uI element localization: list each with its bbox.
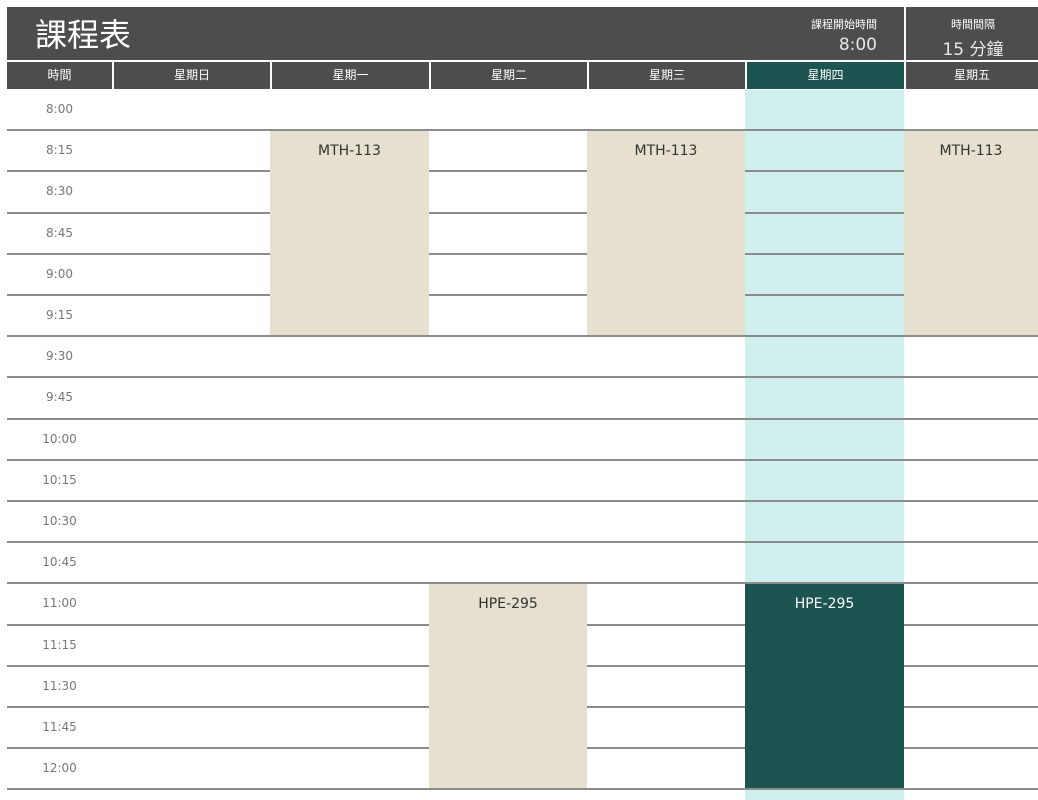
column-header-day: 星期三: [587, 62, 745, 89]
class-event[interactable]: HPE-295: [429, 584, 587, 788]
time-label: 11:15: [42, 638, 77, 652]
row-divider: [7, 253, 1038, 255]
class-event[interactable]: HPE-295: [745, 584, 904, 788]
row-divider: [7, 294, 1038, 296]
time-label: 12:00: [42, 761, 77, 775]
day-header-row: 時間 星期日 星期一 星期二 星期三 星期四 星期五: [7, 62, 1038, 89]
page-title: 課程表: [35, 16, 132, 54]
row-divider: [7, 500, 1038, 502]
time-label: 10:00: [42, 432, 77, 446]
row-divider: [7, 582, 1038, 584]
start-time-label: 課程開始時間: [811, 18, 877, 31]
class-event[interactable]: MTH-113: [270, 131, 429, 335]
time-label: 10:15: [42, 473, 77, 487]
column-header-day: 星期四: [745, 62, 904, 89]
row-divider: [7, 459, 1038, 461]
time-label: 11:30: [42, 679, 77, 693]
column-header-day: 星期五: [904, 62, 1038, 89]
time-label: 11:45: [42, 720, 77, 734]
row-divider: [7, 129, 1038, 131]
schedule-grid: 8:00 8:15 8:30 8:45 9:00 9:15 9:30 9:45 10:00 10:…: [7, 90, 1038, 800]
start-time-cell[interactable]: 課程開始時間 8:00: [767, 7, 903, 60]
interval-cell[interactable]: 時間間隔 15 分鐘: [904, 7, 1038, 60]
row-divider: [7, 376, 1038, 378]
time-label: 10:45: [42, 555, 77, 569]
time-label: 10:30: [42, 514, 77, 528]
schedule-header: 課程表 課程開始時間 8:00 時間間隔 15 分鐘: [7, 7, 1038, 60]
row-divider: [7, 418, 1038, 420]
time-label: 8:00: [46, 102, 73, 116]
row-divider: [7, 170, 1038, 172]
class-event[interactable]: MTH-113: [904, 131, 1038, 335]
interval-label: 時間間隔: [951, 18, 995, 31]
column-header-day: 星期一: [270, 62, 429, 89]
column-header-day: 星期二: [429, 62, 587, 89]
time-label: 11:00: [42, 596, 77, 610]
row-divider: [7, 212, 1038, 214]
time-label: 9:15: [46, 308, 73, 322]
start-time-value[interactable]: 8:00: [838, 35, 877, 55]
time-label: 9:45: [46, 390, 73, 404]
row-divider: [7, 335, 1038, 337]
class-event[interactable]: MTH-113: [587, 131, 745, 335]
time-label: 9:00: [46, 267, 73, 281]
interval-value[interactable]: 15 分鐘: [942, 40, 1004, 60]
column-header-time: 時間: [7, 62, 112, 89]
time-label: 9:30: [46, 349, 73, 363]
time-label: 8:45: [46, 226, 73, 240]
row-divider: [7, 788, 1038, 790]
row-divider: [7, 541, 1038, 543]
column-header-day: 星期日: [112, 62, 270, 89]
time-label: 8:30: [46, 184, 73, 198]
time-label: 8:15: [46, 143, 73, 157]
